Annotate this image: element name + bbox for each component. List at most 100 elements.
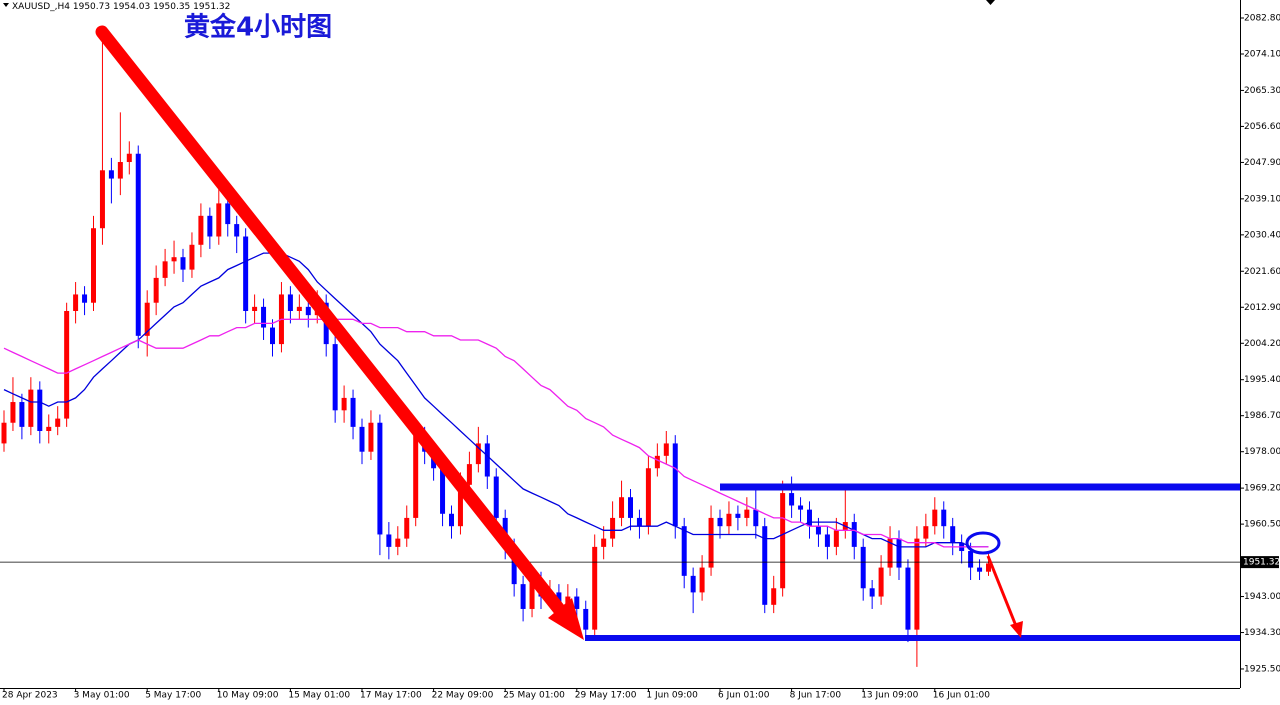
candle-body xyxy=(261,306,267,328)
x-tick-label: 3 May 01:00 xyxy=(74,691,130,701)
candle-body xyxy=(932,509,938,527)
candle-body xyxy=(28,389,34,427)
candle-body xyxy=(99,170,105,229)
candle-body xyxy=(672,443,678,527)
symbol: XAUUSD_,H4 xyxy=(12,2,70,12)
candle-body xyxy=(977,567,983,572)
high: 1954.03 xyxy=(113,2,150,12)
candle-body xyxy=(896,538,902,568)
candle-body xyxy=(905,567,911,630)
candle-body xyxy=(574,596,580,609)
moving-average xyxy=(3,252,989,548)
candle-body xyxy=(377,422,383,535)
menu-icon[interactable] xyxy=(3,3,9,7)
candle-body xyxy=(645,468,651,527)
candle-body xyxy=(565,596,571,605)
x-tick-label: 22 May 09:00 xyxy=(432,691,494,701)
annotations xyxy=(95,25,1240,641)
candle-body xyxy=(243,236,249,311)
chart-header: XAUUSD_,H4 1950.73 1954.03 1950.35 1951.… xyxy=(12,2,230,12)
open: 1950.73 xyxy=(73,2,110,12)
candle-body xyxy=(851,522,857,547)
candle-body xyxy=(153,277,159,303)
candle-body xyxy=(359,426,365,452)
candle-body xyxy=(493,476,499,518)
candle-body xyxy=(144,302,150,336)
candle-body xyxy=(19,402,25,427)
candle-body xyxy=(815,526,821,535)
candle-body xyxy=(10,402,16,423)
candle-body xyxy=(636,517,642,527)
candle-body xyxy=(878,567,884,597)
candle-body xyxy=(475,443,481,465)
candle-body xyxy=(914,538,920,630)
candle-body xyxy=(726,513,732,527)
candle-body xyxy=(941,509,947,527)
x-tick-label: 13 Jun 09:00 xyxy=(861,691,918,701)
x-tick-label: 8 Jun 17:00 xyxy=(790,691,842,701)
candle-body xyxy=(207,215,213,237)
y-tick-label: 2082.80 xyxy=(1244,14,1280,24)
y-tick-label: 1986.70 xyxy=(1244,411,1280,421)
candle-body xyxy=(64,310,70,419)
candle-body xyxy=(735,513,741,518)
x-tick-label: 6 Jun 01:00 xyxy=(718,691,770,701)
candle-body xyxy=(923,526,929,539)
candle-body xyxy=(449,513,454,527)
candle-body xyxy=(413,435,419,518)
candle-body xyxy=(55,418,61,427)
candle-body xyxy=(798,505,804,510)
candle-body xyxy=(484,443,490,477)
candle-body xyxy=(869,588,875,597)
forecast-arrow xyxy=(986,555,1018,627)
candle-body xyxy=(887,538,893,568)
x-tick-label: 5 May 17:00 xyxy=(145,691,201,701)
candle-body xyxy=(341,397,347,411)
candle-body xyxy=(440,468,446,514)
y-tick-label: 2065.30 xyxy=(1244,86,1280,96)
candle-body xyxy=(601,538,607,547)
candle-body xyxy=(753,509,759,527)
y-tick-label: 2012.90 xyxy=(1244,303,1280,313)
candle-body xyxy=(771,588,777,605)
trend-arrow-head xyxy=(548,598,584,640)
candle-body xyxy=(82,294,88,303)
candle-body xyxy=(404,517,410,539)
y-tick-label: 2004.20 xyxy=(1244,339,1280,349)
candle-body xyxy=(681,526,687,576)
x-tick-label: 28 Apr 2023 xyxy=(2,691,58,701)
candle-body xyxy=(690,575,696,593)
candle-body xyxy=(73,294,79,311)
current-price-label: 1951.32 xyxy=(1243,558,1280,568)
candle-body xyxy=(529,579,535,609)
candle-body xyxy=(699,567,705,593)
candle-body xyxy=(198,215,204,245)
candle-body xyxy=(189,244,195,270)
y-tick-label: 1943.00 xyxy=(1244,592,1280,602)
candle-body xyxy=(332,344,338,411)
candle-body xyxy=(789,493,795,506)
candle-body xyxy=(986,563,991,572)
x-tick-label: 15 May 01:00 xyxy=(288,691,350,701)
candle-body xyxy=(234,224,240,237)
candle-body xyxy=(663,443,669,456)
candle-body xyxy=(216,203,222,237)
candle-body xyxy=(37,389,43,432)
marker-icon xyxy=(986,0,995,5)
candle-body xyxy=(457,484,463,527)
highlight-circle xyxy=(965,531,1001,555)
y-tick-label: 1995.40 xyxy=(1244,375,1280,385)
candle-body xyxy=(520,584,526,609)
candle-body xyxy=(833,530,839,547)
y-tick-label: 1934.30 xyxy=(1244,628,1280,638)
candle-body xyxy=(950,526,956,543)
candle-body xyxy=(287,294,293,311)
candle-body xyxy=(511,546,517,585)
candle-body xyxy=(296,306,302,311)
candle-body xyxy=(583,608,589,630)
candle-body xyxy=(305,306,311,316)
y-tick-label: 2074.10 xyxy=(1244,50,1280,60)
